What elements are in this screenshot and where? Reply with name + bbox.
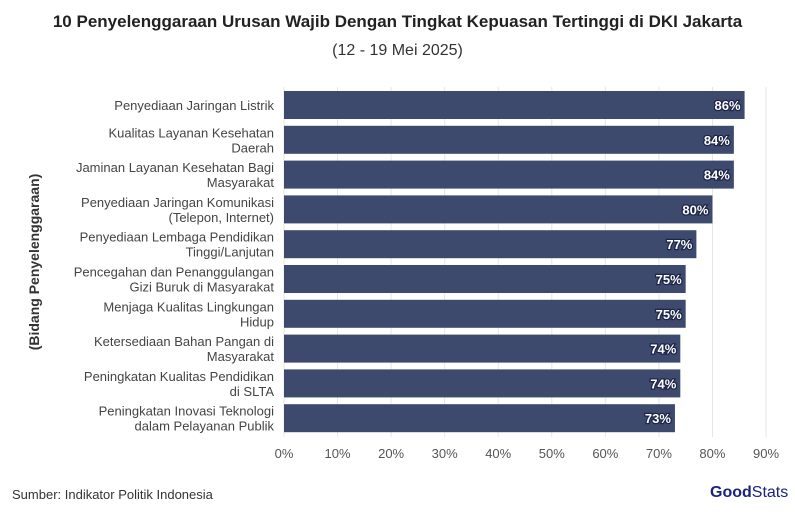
y-axis-title: (Bidang Penyelenggaraan) (26, 174, 42, 351)
bar (284, 265, 686, 293)
category-label: (Telepon, Internet) (168, 210, 274, 225)
category-label: Gizi Buruk di Masyarakat (130, 280, 275, 295)
data-label: 75% (656, 307, 682, 322)
source-note: Sumber: Indikator Politik Indonesia (12, 487, 213, 502)
chart-title: 10 Penyelenggaraan Urusan Wajib Dengan T… (52, 12, 743, 31)
x-tick-label: 0% (275, 446, 294, 461)
x-tick-label: 40% (485, 446, 511, 461)
category-label: Masyarakat (207, 349, 275, 364)
bar (284, 160, 734, 189)
bar (284, 334, 681, 363)
chart-subtitle: (12 - 19 Mei 2025) (332, 42, 463, 59)
data-label: 73% (645, 411, 671, 426)
x-tick-label: 20% (378, 446, 404, 461)
category-label: Peningkatan Kualitas Pendidikan (84, 369, 274, 384)
category-label: Hidup (240, 314, 274, 329)
x-tick-label: 70% (646, 446, 672, 461)
category-label: Penyediaan Jaringan Komunikasi (81, 195, 274, 210)
bar (284, 369, 681, 398)
data-label: 84% (704, 168, 730, 183)
category-label: Tinggi/Lanjutan (186, 245, 274, 260)
data-label: 75% (656, 272, 682, 287)
category-label: Peningkatan Inovasi Teknologi (99, 404, 274, 419)
x-tick-label: 10% (325, 446, 351, 461)
category-label: dalam Pelayanan Publik (135, 419, 275, 434)
x-tick-label: 80% (699, 446, 725, 461)
logo-light-text: Stats (751, 484, 789, 501)
bar (284, 404, 675, 433)
category-label: Menjaga Kualitas Lingkungan (103, 299, 274, 314)
category-label: Penyediaan Lembaga Pendidikan (80, 230, 274, 245)
data-label: 80% (682, 202, 708, 217)
bar (284, 299, 686, 328)
category-label: di SLTA (230, 384, 275, 399)
bar (284, 125, 734, 154)
x-tick-label: 50% (539, 446, 565, 461)
bar (284, 230, 697, 259)
category-label: Jaminan Layanan Kesehatan Bagi (76, 160, 274, 175)
data-label: 86% (715, 98, 741, 113)
logo-bold-text: Good (710, 484, 752, 501)
x-tick-label: 30% (432, 446, 458, 461)
category-label: Ketersediaan Bahan Pangan di (94, 334, 274, 349)
bar (284, 91, 745, 119)
data-label: 77% (666, 237, 692, 252)
data-label: 74% (650, 376, 676, 391)
data-label: 84% (704, 133, 730, 148)
bar (284, 195, 713, 224)
x-tick-label: 90% (753, 446, 779, 461)
category-label: Pencegahan dan Penanggulangan (74, 265, 274, 280)
data-label: 74% (650, 342, 676, 357)
category-label: Kualitas Layanan Kesehatan (108, 125, 274, 140)
category-label: Penyediaan Jaringan Listrik (114, 98, 274, 113)
category-label: Daerah (231, 140, 274, 155)
goodstats-logo: GoodStats (710, 484, 788, 502)
x-tick-label: 60% (592, 446, 618, 461)
category-label: Masyarakat (207, 175, 275, 190)
